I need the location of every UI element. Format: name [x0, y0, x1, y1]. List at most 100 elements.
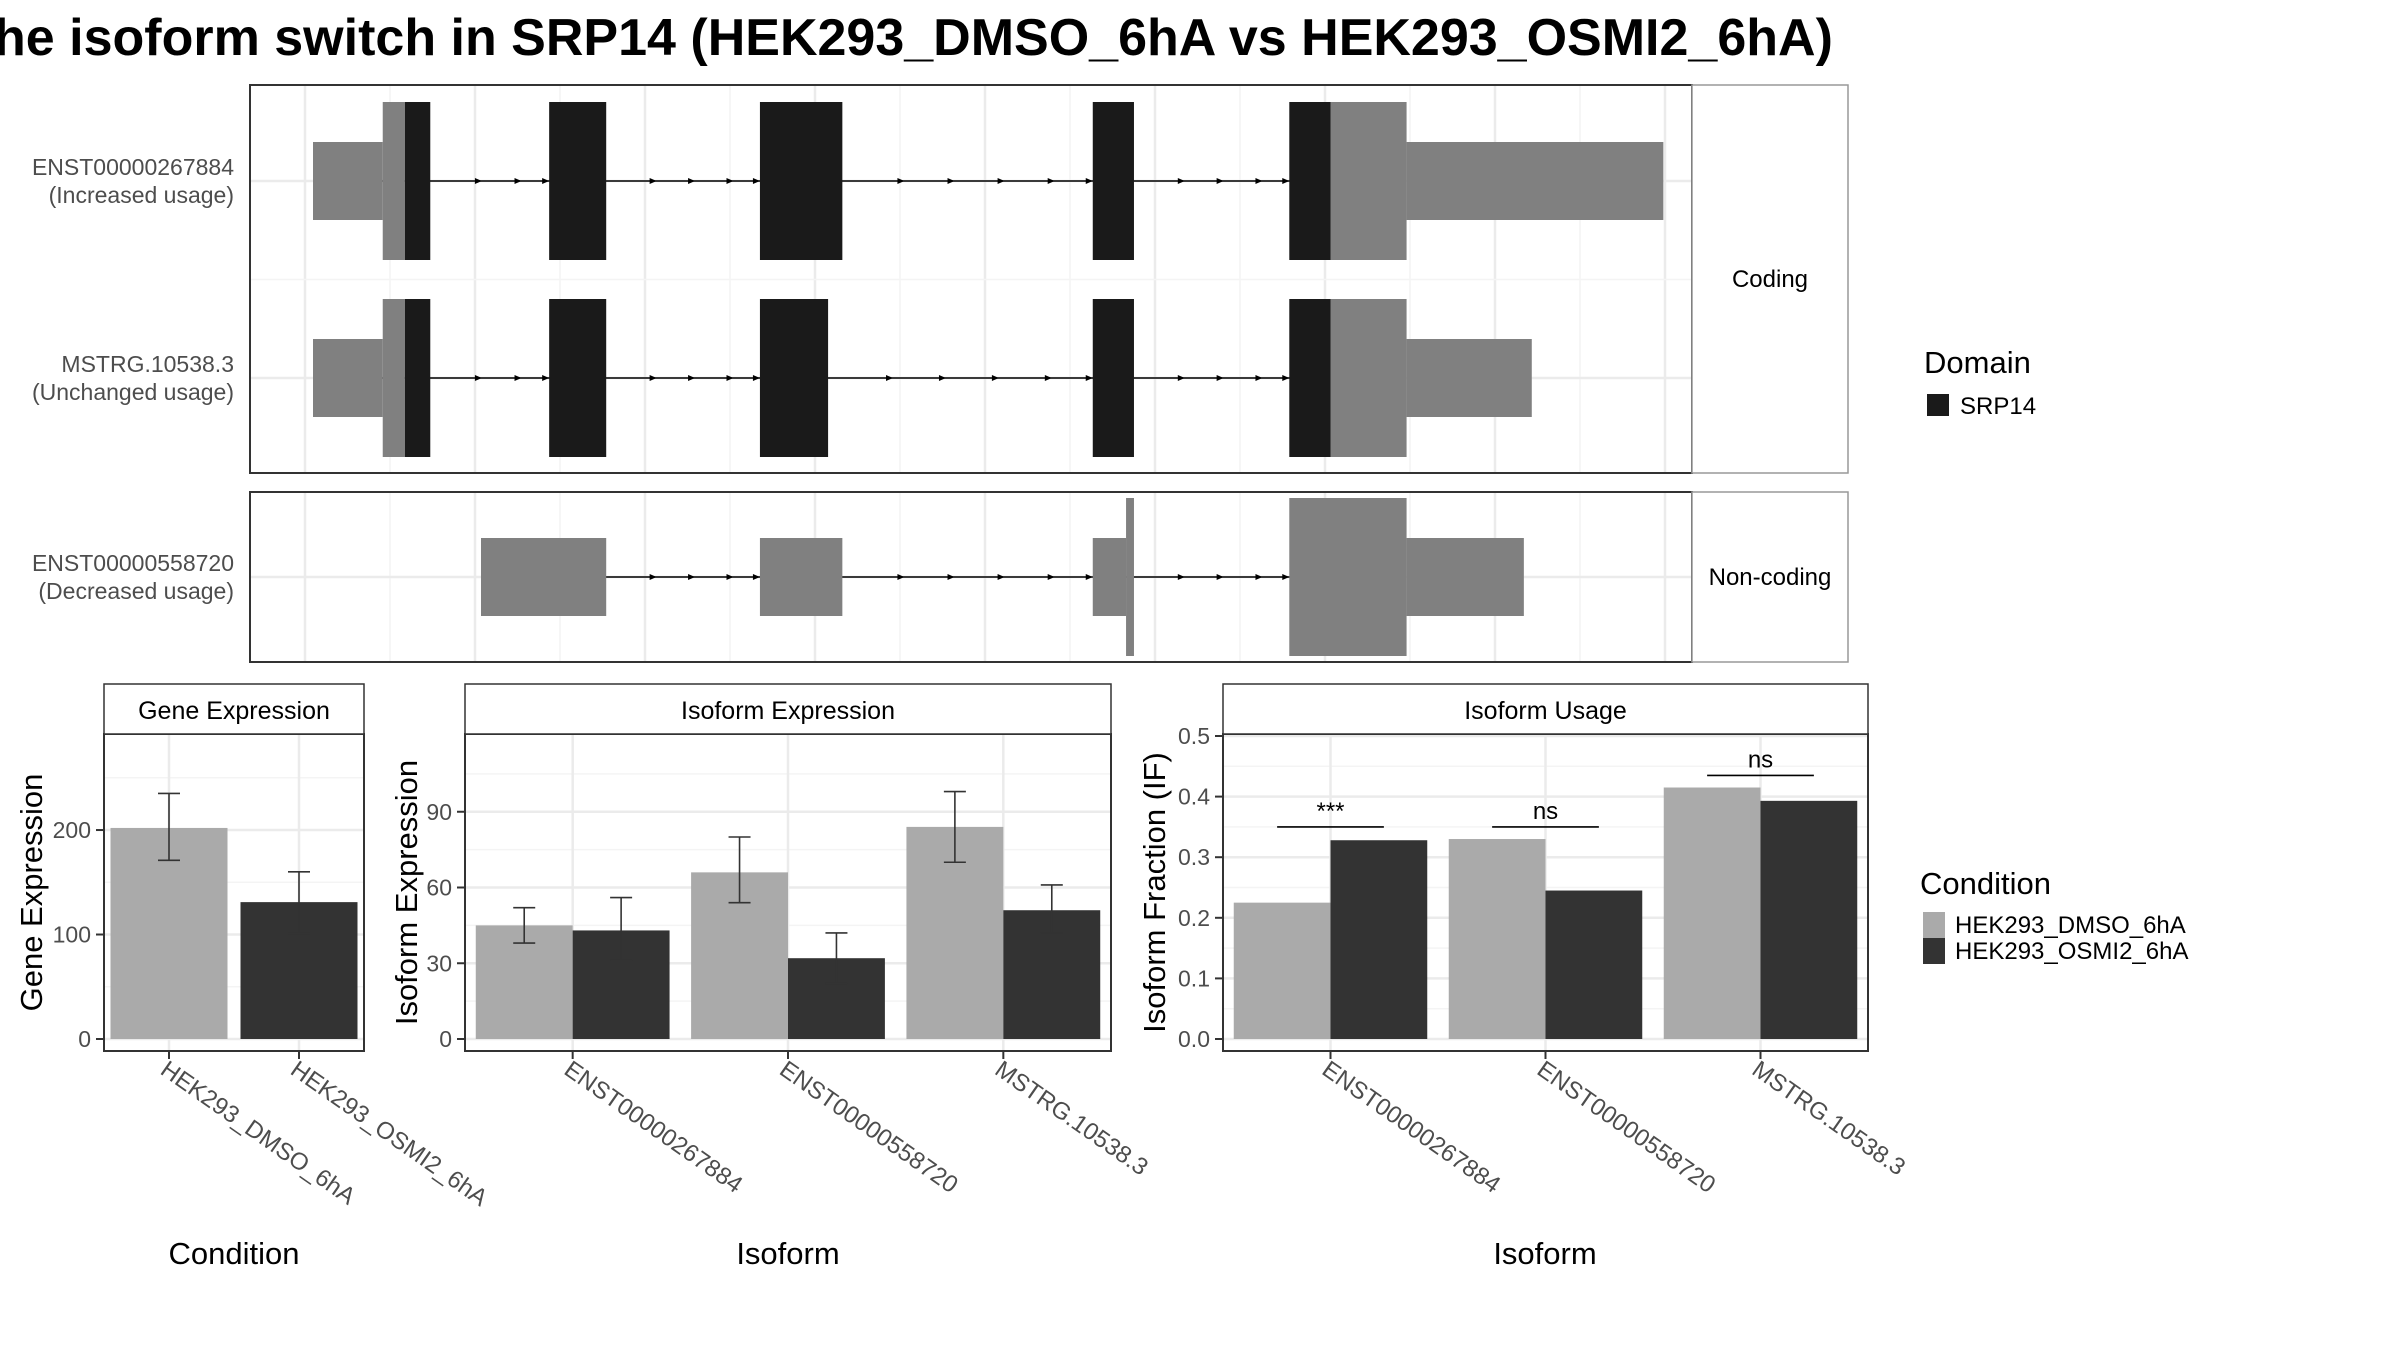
x-tick-label: ENST00000558720: [775, 1056, 963, 1199]
intron-arrow: [1085, 178, 1093, 184]
strip-title: Isoform Usage: [1464, 697, 1627, 725]
y-axis-title: Isoform Fraction (IF): [1137, 752, 1172, 1033]
strip-label-non-coding: Non-coding: [1709, 564, 1832, 591]
coding-exon: [1330, 102, 1407, 260]
error-bar: [1040, 884, 1063, 934]
intron-arrow: [1255, 178, 1263, 184]
panel-isoform-expression: Isoform Expression 0 30 60 90 ENST00000267884…: [389, 683, 1153, 1271]
y-tick-label: 0.1: [1178, 965, 1210, 991]
domain-exon: [404, 102, 431, 260]
bar-enst00000267884-hek293-dmso-6ha: [1233, 902, 1331, 1039]
intron-arrow: [688, 375, 696, 381]
intron-arrow: [1282, 375, 1290, 381]
intron-arrow: [514, 375, 522, 381]
strip-title: Isoform Expression: [681, 697, 895, 725]
intron-arrow: [649, 178, 657, 184]
intron-arrow: [1047, 574, 1055, 580]
bar-chart-panels: Gene Expression0100200HEK293_DMSO_6hAHEK…: [14, 683, 1910, 1271]
domain-exon: [1092, 299, 1134, 457]
intron-arrow: [542, 375, 550, 381]
intron-arrow: [1216, 375, 1224, 381]
utr-exon: [480, 538, 607, 616]
dmso-legend-key: [1923, 912, 1945, 938]
intron-arrow: [474, 178, 482, 184]
y-axis-title: Isoform Expression: [389, 760, 424, 1025]
y-tick-label: 0: [439, 1026, 452, 1052]
bar-hek293-dmso-6ha: [110, 827, 228, 1039]
significance-label: ns: [1533, 798, 1558, 825]
utr-exon: [313, 142, 383, 220]
intron-arrow: [1047, 178, 1055, 184]
intron-arrow: [1044, 375, 1052, 381]
intron-arrow: [474, 375, 482, 381]
bar-enst00000558720-hek293-dmso-6ha: [1448, 839, 1546, 1039]
dmso-legend-label: HEK293_DMSO_6hA: [1955, 912, 2186, 939]
condition-legend: Condition HEK293_DMSO_6hA HEK293_OSMI2_6…: [1920, 866, 2188, 965]
intron-arrow: [997, 574, 1005, 580]
x-tick-label: MSTRG.10538.3: [1747, 1056, 1910, 1181]
error-bar: [288, 871, 310, 935]
utr-exon: [1406, 339, 1532, 417]
utr-exon: [1406, 538, 1524, 616]
y-tick-label: 0.5: [1178, 723, 1210, 749]
srp14-legend-label: SRP14: [1960, 393, 2036, 420]
intron-arrow: [1085, 574, 1093, 580]
intron-arrow: [897, 178, 905, 184]
usage-label: (Increased usage): [49, 182, 234, 208]
x-axis-title: Condition: [169, 1236, 300, 1271]
intron-arrow: [514, 178, 522, 184]
intron-arrow: [1255, 375, 1263, 381]
srp14-legend-key: [1927, 394, 1949, 416]
y-tick-label: 100: [53, 922, 91, 948]
y-tick-label: 60: [426, 875, 452, 901]
structure-panel-non-coding: ENST00000558720 (Decreased usage) Non-codi…: [32, 491, 1849, 663]
osmi2-legend-key: [1923, 938, 1945, 964]
bar-enst00000558720-hek293-osmi2-6ha: [1545, 890, 1643, 1039]
transcript-enst00000558720: [480, 498, 1524, 656]
transcript-id: ENST00000558720: [32, 550, 234, 576]
utr-exon: [1406, 142, 1664, 220]
intron-arrow: [1177, 178, 1185, 184]
domain-legend: Domain SRP14: [1924, 345, 2036, 420]
intron-arrow: [1255, 574, 1263, 580]
x-axis-title: Isoform: [736, 1236, 839, 1271]
condition-legend-title: Condition: [1920, 866, 2051, 901]
error-bar: [728, 836, 751, 904]
bar-enst00000267884-hek293-dmso-6ha: [475, 925, 573, 1039]
intron-arrow: [947, 178, 955, 184]
coding-exon: [1126, 498, 1134, 656]
intron-arrow: [688, 574, 696, 580]
utr-exon: [759, 538, 843, 616]
y-tick-label: 200: [53, 817, 91, 843]
transcript-id: ENST00000267884: [32, 154, 234, 180]
transcript-id: MSTRG.10538.3: [61, 351, 234, 377]
x-axis-title: Isoform: [1493, 1236, 1596, 1271]
bar-enst00000267884-hek293-osmi2-6ha: [1330, 840, 1428, 1039]
significance-label: ns: [1748, 746, 1773, 773]
transcript-label: MSTRG.10538.3 (Unchanged usage): [32, 351, 234, 405]
domain-exon: [549, 102, 607, 260]
intron-arrow: [649, 375, 657, 381]
intron-arrow: [1177, 375, 1185, 381]
usage-label: (Unchanged usage): [32, 379, 234, 405]
facet-strip: [103, 683, 365, 735]
intron-arrow: [752, 178, 760, 184]
domain-exon: [404, 299, 431, 457]
structure-panel-coding: ENST00000267884 (Increased usage) MSTRG.10…: [32, 84, 1849, 474]
error-bar: [513, 906, 536, 944]
bar-mstrg-10538-3-hek293-dmso-6ha: [1663, 787, 1761, 1039]
x-tick-label: ENST00000267884: [559, 1056, 747, 1199]
intron-arrow: [1216, 574, 1224, 580]
coding-exon: [1289, 498, 1407, 656]
osmi2-legend-label: HEK293_OSMI2_6hA: [1955, 938, 2188, 965]
transcript-label: ENST00000267884 (Increased usage): [32, 154, 234, 208]
intron-arrow: [1282, 178, 1290, 184]
y-tick-label: 0: [78, 1026, 91, 1052]
domain-exon: [1092, 102, 1134, 260]
intron-arrow: [1085, 375, 1093, 381]
gene-structure-panels: ENST00000267884 (Increased usage) MSTRG.10…: [32, 84, 1849, 663]
domain-exon: [549, 299, 607, 457]
error-bar: [825, 932, 848, 985]
domain-legend-title: Domain: [1924, 345, 2031, 380]
